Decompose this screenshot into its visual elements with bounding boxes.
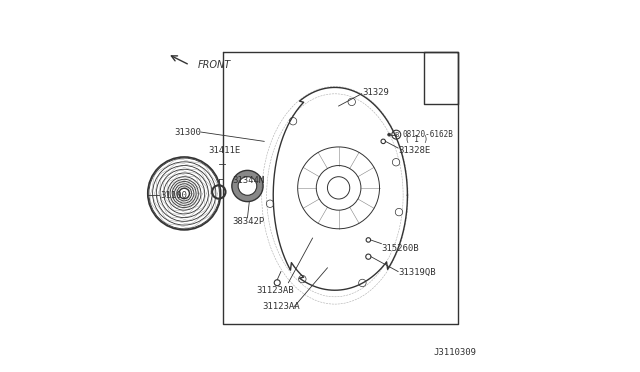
Text: B: B — [394, 132, 398, 138]
Text: J3110309: J3110309 — [433, 348, 476, 357]
Circle shape — [232, 170, 263, 202]
Text: 31328E: 31328E — [398, 146, 430, 155]
Text: 38342P: 38342P — [232, 217, 265, 226]
Text: ( 1 ): ( 1 ) — [405, 135, 428, 144]
Text: 31329: 31329 — [363, 88, 390, 97]
Text: 08120-6162B: 08120-6162B — [403, 130, 454, 139]
Text: 315260B: 315260B — [381, 244, 419, 253]
Text: 31344M: 31344M — [232, 176, 265, 185]
Circle shape — [388, 133, 390, 136]
Text: 31100: 31100 — [160, 191, 187, 200]
Text: 31300: 31300 — [174, 128, 201, 137]
Text: 31123AA: 31123AA — [262, 302, 300, 311]
Text: 31123AB: 31123AB — [257, 286, 294, 295]
Text: FRONT: FRONT — [197, 60, 230, 70]
Text: 31411E: 31411E — [209, 146, 241, 155]
Text: 31319QB: 31319QB — [398, 268, 436, 277]
Circle shape — [238, 177, 257, 195]
